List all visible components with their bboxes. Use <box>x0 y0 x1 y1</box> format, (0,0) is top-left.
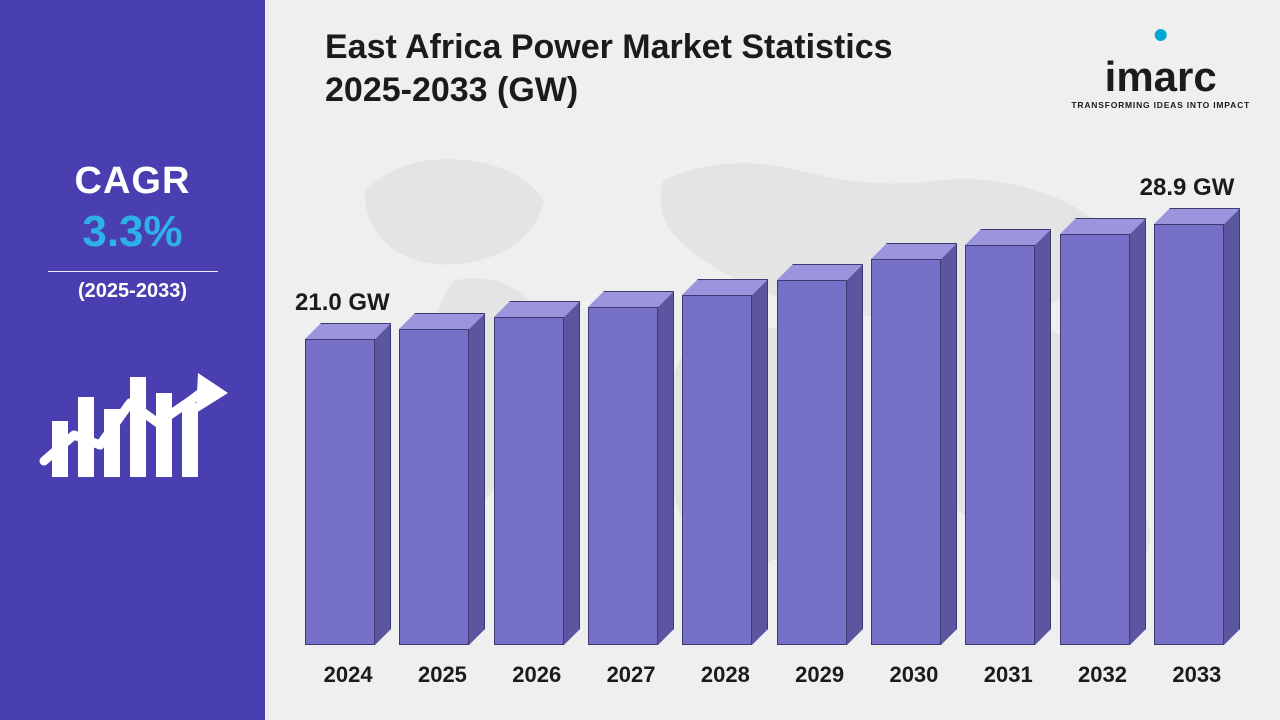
x-axis-label: 2025 <box>395 662 489 688</box>
bar: 21.0 GW <box>301 323 395 645</box>
page: CAGR 3.3% (2025-2033) East Africa Power … <box>0 0 1280 720</box>
brand-logo-text: •imarc <box>1071 14 1250 98</box>
bar: 28.9 GW <box>1150 208 1244 645</box>
bar <box>772 264 866 645</box>
x-axis-label: 2031 <box>961 662 1055 688</box>
bar <box>678 279 772 645</box>
bar-chart: 21.0 GW28.9 GW 2024202520262027202820292… <box>295 120 1250 700</box>
bar <box>584 291 678 645</box>
data-label: 28.9 GW <box>1140 174 1235 202</box>
x-axis-label: 2024 <box>301 662 395 688</box>
bar <box>490 301 584 645</box>
bar <box>395 313 489 645</box>
main-panel: East Africa Power Market Statistics 2025… <box>265 0 1280 720</box>
x-axis-label: 2033 <box>1150 662 1244 688</box>
brand-logo-word: imarc <box>1105 53 1217 100</box>
data-label: 21.0 GW <box>295 289 390 317</box>
x-axis-label: 2030 <box>867 662 961 688</box>
bar <box>961 229 1055 645</box>
cagr-divider <box>48 271 218 272</box>
x-axis-label: 2028 <box>678 662 772 688</box>
x-axis-label: 2029 <box>772 662 866 688</box>
chart-title-line1: East Africa Power Market Statistics <box>325 26 893 69</box>
x-axis-label: 2026 <box>490 662 584 688</box>
x-axis-label: 2027 <box>584 662 678 688</box>
brand-logo-tagline: TRANSFORMING IDEAS INTO IMPACT <box>1071 100 1250 110</box>
bars-container: 21.0 GW 28.9 GW <box>295 120 1250 645</box>
bar <box>1055 218 1149 645</box>
growth-chart-icon <box>38 341 228 506</box>
cagr-value: 3.3% <box>82 207 182 257</box>
sidebar-panel: CAGR 3.3% (2025-2033) <box>0 0 265 720</box>
x-axis-label: 2032 <box>1055 662 1149 688</box>
chart-title: East Africa Power Market Statistics 2025… <box>325 26 893 111</box>
chart-title-line2: 2025-2033 (GW) <box>325 69 893 112</box>
x-axis-labels: 2024202520262027202820292030203120322033 <box>295 662 1250 688</box>
bar <box>867 243 961 645</box>
brand-logo-dot-icon: • <box>1153 11 1168 58</box>
brand-logo: •imarc TRANSFORMING IDEAS INTO IMPACT <box>1071 14 1250 110</box>
cagr-period: (2025-2033) <box>78 280 187 303</box>
cagr-label: CAGR <box>75 160 191 203</box>
